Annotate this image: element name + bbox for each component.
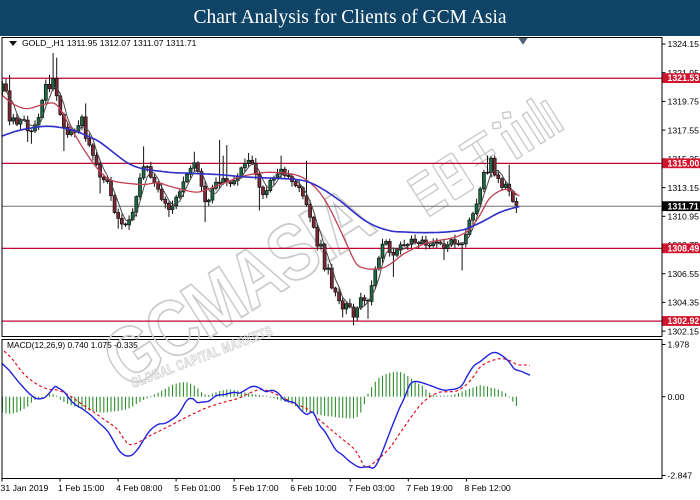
svg-text:4 Feb 08:00: 4 Feb 08:00 xyxy=(116,483,163,493)
svg-text:1324.15: 1324.15 xyxy=(668,39,700,49)
svg-text:Chart Analysis for Clients of: Chart Analysis for Clients of GCM Asia xyxy=(193,7,506,28)
svg-text:1302.92: 1302.92 xyxy=(668,316,700,326)
svg-text:7 Feb 19:00: 7 Feb 19:00 xyxy=(406,483,453,493)
svg-text:1321.95: 1321.95 xyxy=(668,68,700,78)
svg-text:7 Feb 03:00: 7 Feb 03:00 xyxy=(348,483,395,493)
svg-text:1319.75: 1319.75 xyxy=(668,97,700,107)
svg-text:1315.00: 1315.00 xyxy=(668,158,700,168)
svg-text:1310.95: 1310.95 xyxy=(668,212,700,222)
svg-text:1321.53: 1321.53 xyxy=(668,73,700,83)
svg-text:1 Feb 15:00: 1 Feb 15:00 xyxy=(58,483,105,493)
svg-text:5 Feb 01:00: 5 Feb 01:00 xyxy=(174,483,221,493)
svg-text:-2.847: -2.847 xyxy=(668,471,693,481)
svg-text:1308.49: 1308.49 xyxy=(668,243,700,253)
svg-text:1304.35: 1304.35 xyxy=(668,298,700,308)
svg-text:1317.55: 1317.55 xyxy=(668,125,700,135)
svg-text:1306.55: 1306.55 xyxy=(668,269,700,279)
svg-text:GOLD_,H1 1311.95 1312.07 1311: GOLD_,H1 1311.95 1312.07 1311.07 1311.71 xyxy=(22,38,197,48)
svg-text:MACD(12,26,9) 0.740 1.075 -0.3: MACD(12,26,9) 0.740 1.075 -0.335 xyxy=(7,340,138,350)
svg-text:1311.71: 1311.71 xyxy=(668,201,699,211)
svg-text:8 Feb 12:00: 8 Feb 12:00 xyxy=(464,483,511,493)
svg-text:5 Feb 17:00: 5 Feb 17:00 xyxy=(232,483,279,493)
svg-text:6 Feb 10:00: 6 Feb 10:00 xyxy=(290,483,337,493)
svg-text:31 Jan 2019: 31 Jan 2019 xyxy=(1,483,49,493)
svg-text:1313.15: 1313.15 xyxy=(668,183,700,193)
svg-text:0.00: 0.00 xyxy=(668,392,685,402)
svg-text:1302.15: 1302.15 xyxy=(668,326,700,336)
svg-text:1.978: 1.978 xyxy=(668,340,690,350)
